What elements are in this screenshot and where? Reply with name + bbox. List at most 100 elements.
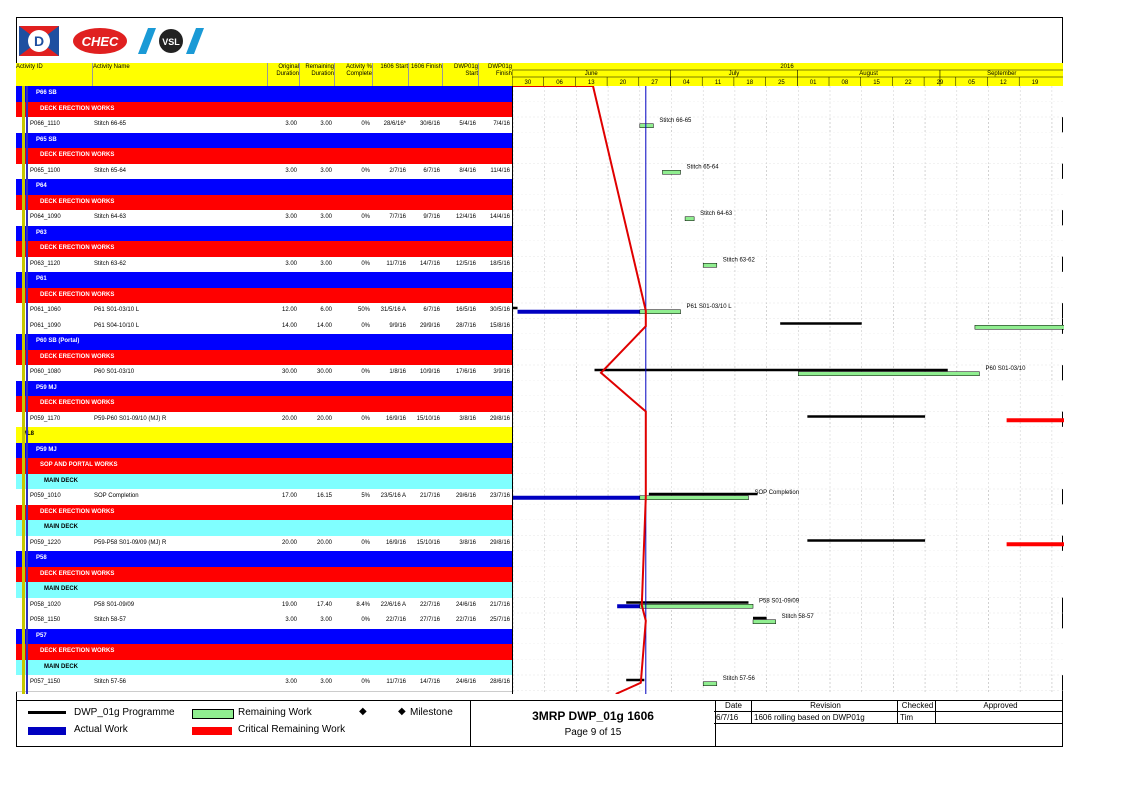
- table-row[interactable]: P058_1150 Stitch 58-57 3.00 3.00 0% 22/7/16 27…: [16, 613, 512, 630]
- programme-bar: [513, 306, 518, 310]
- cell-rd: 3.00: [320, 617, 332, 623]
- table-row[interactable]: P057_1150 Stitch 57-56 3.00 3.00 0% 11/7/16 14…: [16, 675, 512, 692]
- table-row[interactable]: P064_1090 Stitch 64-63 3.00 3.00 0% 7/7/16 9/7…: [16, 210, 512, 227]
- remaining-bar: [639, 123, 654, 128]
- wbs-band[interactable]: DECK ERECTION WORKS: [16, 504, 512, 520]
- rev-blank-row: [714, 724, 1063, 747]
- cell-f: 14/7/16: [419, 260, 440, 267]
- wbs-band[interactable]: DECK ERECTION WORKS: [16, 287, 512, 303]
- table-row[interactable]: P063_1120 Stitch 63-62 3.00 3.00 0% 11/7/16 14…: [16, 256, 512, 273]
- cell-name: Stitch 66-65: [94, 121, 127, 127]
- band-bg: [513, 194, 1064, 210]
- wbs-band[interactable]: P59 MJ: [16, 380, 512, 396]
- header-original-duration[interactable]: Original Duration: [267, 63, 299, 86]
- band-bg: [513, 582, 1064, 598]
- wbs-band[interactable]: P60 SB (Portal): [16, 334, 512, 350]
- cell-id: P061_1090: [30, 322, 61, 329]
- wbs-band[interactable]: DECK ERECTION WORKS: [16, 396, 512, 412]
- wbs-label: DECK ERECTION WORKS: [40, 353, 115, 360]
- document-title: 3MRP DWP_01g 1606: [532, 709, 654, 723]
- wbs-band[interactable]: MAIN DECK: [16, 582, 512, 598]
- wbs-band[interactable]: DECK ERECTION WORKS: [16, 566, 512, 582]
- table-row[interactable]: P065_1100 Stitch 65-64 3.00 3.00 0% 2/7/16 6/7…: [16, 163, 512, 180]
- cell-s: 1/8/16: [389, 369, 406, 375]
- cell-od: 12.00: [281, 307, 297, 313]
- timescale-week: 11: [715, 80, 722, 86]
- cell-pct: 5%: [361, 493, 370, 499]
- header-dwp-start[interactable]: DWP01g Start: [442, 63, 478, 86]
- cell-df: 7/4/16: [493, 121, 510, 127]
- wbs-label: MAIN DECK: [44, 586, 78, 592]
- cell-id: P059_1010: [30, 493, 61, 499]
- wbs-band[interactable]: ML8: [16, 427, 512, 443]
- cell-pct: 0%: [361, 617, 370, 623]
- wbs-band[interactable]: P59 MJ: [16, 442, 512, 458]
- programme-bar: [626, 601, 749, 604]
- wbs-band[interactable]: P57: [16, 628, 512, 644]
- wbs-band[interactable]: MAIN DECK: [16, 520, 512, 536]
- table-row[interactable]: P061_1090 P61 S04-10/10 L 14.00 14.00 0% 9/9/…: [16, 318, 512, 335]
- table-row[interactable]: P060_1080 P60 S01-03/10 30.00 30.00 0% 1/8/16…: [16, 365, 512, 382]
- remaining-bar: [974, 325, 1064, 330]
- timescale-week: 15: [873, 80, 880, 86]
- cell-pct: 0%: [361, 121, 370, 127]
- wbs-band[interactable]: P64: [16, 179, 512, 195]
- timescale-month: July: [729, 71, 740, 77]
- table-row[interactable]: P059_1010 SOP Completion 17.00 16.15 5% 23/5/…: [16, 489, 512, 506]
- band-bg: [513, 659, 1064, 675]
- header-activity-id[interactable]: Activity ID: [16, 64, 43, 70]
- table-row[interactable]: P059_1220 P59-P58 S01-09/09 (MJ) R 20.00 20…: [16, 535, 512, 552]
- remaining-bar: [639, 604, 754, 609]
- wbs-label: DECK ERECTION WORKS: [40, 245, 115, 251]
- cell-id: P059_1220: [30, 539, 61, 546]
- cell-ds: 8/4/16: [459, 167, 476, 174]
- cell-df: 23/7/16: [489, 493, 510, 499]
- table-row[interactable]: P061_1060 P61 S01-03/10 L 12.00 6.00 50% 31/5…: [16, 303, 512, 320]
- timescale-week: 29: [937, 80, 944, 86]
- title-block: 3MRP DWP_01g 1606 Page 9 of 15: [470, 700, 716, 747]
- wbs-band[interactable]: P65 SB: [16, 132, 512, 148]
- band-bg: [513, 442, 1064, 458]
- wbs-band[interactable]: DECK ERECTION WORKS: [16, 241, 512, 257]
- wbs-band[interactable]: SOP AND PORTAL WORKS: [16, 458, 512, 474]
- wbs-band[interactable]: P61: [16, 272, 512, 288]
- table-row[interactable]: P066_1110 Stitch 66-65 3.00 3.00 0% 28/6/16* 3…: [16, 117, 512, 134]
- header-remaining-duration[interactable]: Remaining Duration: [299, 63, 334, 86]
- header-activity-name[interactable]: Activity Name: [92, 63, 267, 86]
- wbs-label: P65 SB: [36, 136, 57, 143]
- band-bg: [513, 628, 1064, 644]
- wbs-band[interactable]: DECK ERECTION WORKS: [16, 644, 512, 660]
- progress-line: [513, 86, 647, 694]
- cell-id: P058_1150: [30, 617, 61, 623]
- wbs-band[interactable]: P63: [16, 225, 512, 241]
- bar-label: Stitch 65-64: [687, 164, 720, 170]
- wbs-band[interactable]: DECK ERECTION WORKS: [16, 194, 512, 210]
- cell-ds: 24/6/16: [455, 679, 476, 685]
- table-row[interactable]: P058_1020 P58 S01-09/09 19.00 17.40 8.4% 22/6…: [16, 597, 512, 614]
- cell-s: 28/6/16*: [383, 121, 406, 127]
- wbs-label: MAIN DECK: [44, 524, 78, 530]
- wbs-band[interactable]: P58: [16, 551, 512, 567]
- wbs-band[interactable]: P66 SB: [16, 86, 512, 102]
- timescale-week: 05: [968, 80, 975, 86]
- cell-s: 16/9/16: [385, 415, 406, 422]
- wbs-band[interactable]: DECK ERECTION WORKS: [16, 148, 512, 164]
- wbs-label: ML8: [22, 431, 34, 437]
- cell-pct: 0%: [361, 214, 370, 220]
- table-row[interactable]: P059_1170 P59-P60 S01-09/10 (MJ) R 20.00 20…: [16, 411, 512, 428]
- rev-header-revision: Revision: [752, 700, 898, 712]
- cell-ds: 12/4/16: [455, 214, 476, 220]
- wbs-band[interactable]: MAIN DECK: [16, 473, 512, 489]
- header-1606-finish[interactable]: 1606 Finish: [408, 63, 442, 86]
- band-bg: [513, 458, 1064, 474]
- rev-description: 1606 rolling based on DWP01g: [752, 712, 898, 724]
- header-activity-pct[interactable]: Activity % Complete: [334, 63, 372, 86]
- wbs-band[interactable]: MAIN DECK: [16, 659, 512, 675]
- cell-rd: 16.15: [316, 493, 332, 499]
- band-bg: [513, 132, 1064, 148]
- header-1606-start[interactable]: 1606 Start: [372, 63, 408, 86]
- wbs-band[interactable]: DECK ERECTION WORKS: [16, 349, 512, 365]
- wbs-band[interactable]: DECK ERECTION WORKS: [16, 101, 512, 117]
- header-dwp-finish[interactable]: DWP01g Finish: [478, 63, 512, 86]
- legend-critical-swatch: [192, 727, 232, 735]
